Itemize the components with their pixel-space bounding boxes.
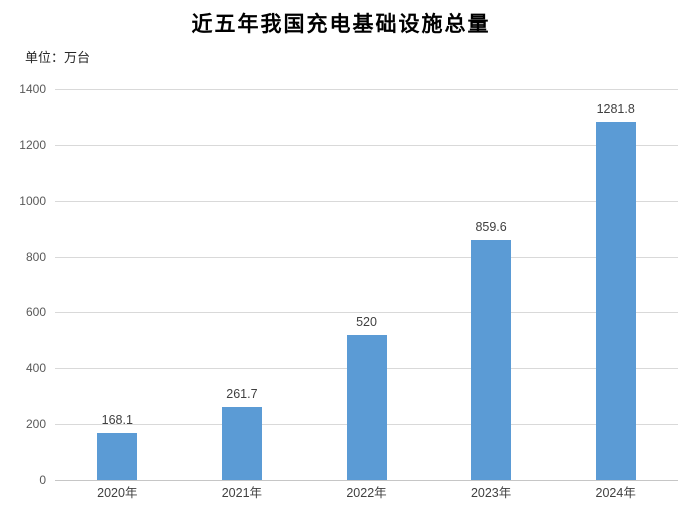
bar-value-label-2021年: 261.7 [226,386,258,401]
gridline-y-1200 [55,144,678,146]
gridline-y-1000 [55,200,678,202]
bar-value-label-2024年: 1281.8 [596,102,635,116]
bar-2023年 [471,239,512,480]
xtick-label-2021年: 2021年 [221,486,263,500]
xtick-label-2022年: 2022年 [346,486,387,500]
xtick-label-2024年: 2024年 [595,486,636,500]
ytick-label-400: 400 [25,361,46,376]
ytick-label-0: 0 [39,473,46,487]
chart-title: 近五年我国充电基础设施总量 [191,11,491,36]
bar-2020年 [97,433,138,480]
ytick-label-600: 600 [25,305,46,320]
ytick-label-800: 800 [25,249,46,264]
plot-area [55,89,678,481]
xtick-label-2020年: 2020年 [97,486,138,500]
ytick-label-1000: 1000 [19,193,46,208]
x-axis-line [55,480,678,481]
unit-label: 单位：万台 [25,50,91,65]
ytick-label-1400: 1400 [19,82,46,96]
bar-2022年 [346,334,387,480]
bar-value-label-2020年: 168.1 [101,413,133,428]
gridline-y-800 [55,256,678,258]
gridline-y-1400 [55,89,678,90]
ytick-label-200: 200 [25,417,46,432]
bar-2021年 [221,406,262,480]
bar-value-label-2023年: 859.6 [475,219,507,234]
bar-2024年 [595,122,636,480]
ytick-label-1200: 1200 [19,137,46,152]
gridline-y-600 [55,312,678,314]
xtick-label-2023年: 2023年 [470,486,512,500]
bar-value-label-2022年: 520 [356,314,377,329]
